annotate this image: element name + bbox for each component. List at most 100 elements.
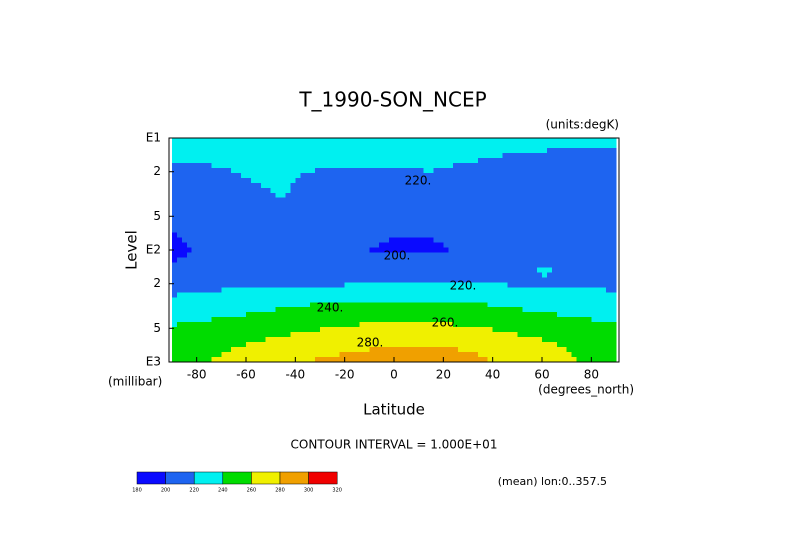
field-cell (576, 197, 583, 204)
field-cell (324, 292, 331, 298)
field-cell (260, 347, 267, 353)
field-cell (502, 167, 509, 174)
field-cell (527, 332, 533, 338)
field-cell (596, 302, 602, 308)
field-cell (260, 237, 267, 244)
field-cell (172, 187, 178, 194)
field-cell (561, 138, 568, 144)
field-cell (413, 277, 420, 283)
field-cell (236, 172, 242, 179)
field-cell (374, 312, 380, 318)
field-cell (231, 167, 237, 174)
field-cell (448, 167, 454, 174)
field-cell (492, 352, 499, 358)
field-cell (556, 202, 563, 209)
field-cell (497, 272, 504, 278)
field-cell (423, 252, 430, 259)
field-cell (537, 302, 543, 308)
field-cell (463, 357, 469, 363)
field-cell (611, 297, 617, 303)
field-cell (596, 337, 602, 343)
field-cell (394, 322, 400, 328)
field-cell (403, 157, 410, 164)
field-cell (231, 257, 237, 264)
field-cell (181, 317, 188, 323)
field-cell (438, 237, 444, 244)
field-cell (226, 332, 232, 338)
field-cell (477, 142, 484, 149)
field-cell (206, 207, 213, 214)
field-cell (487, 182, 494, 189)
field-cell (546, 232, 553, 239)
field-cell (374, 262, 380, 269)
field-cell (468, 292, 474, 298)
field-cell (255, 317, 262, 323)
field-cell (443, 138, 449, 144)
field-cell (216, 302, 222, 308)
field-cell (581, 167, 587, 174)
field-cell (221, 152, 227, 159)
field-cell (586, 342, 592, 348)
field-cell (290, 147, 296, 154)
field-cell (398, 272, 405, 278)
field-cell (226, 147, 232, 154)
field-cell (418, 207, 425, 214)
field-cell (581, 337, 587, 343)
field-cell (255, 347, 262, 353)
field-cell (334, 272, 341, 278)
field-cell (408, 357, 415, 363)
field-cell (315, 138, 321, 144)
field-cell (556, 162, 563, 169)
field-cell (468, 222, 474, 229)
field-cell (394, 192, 400, 199)
field-cell (260, 147, 267, 154)
field-cell (172, 352, 178, 358)
field-cell (502, 357, 509, 363)
field-cell (280, 232, 287, 239)
field-cell (270, 297, 277, 303)
field-cell (211, 212, 217, 219)
field-cell (310, 262, 316, 269)
field-cell (611, 152, 617, 159)
field-cell (492, 312, 499, 318)
field-cell (201, 138, 208, 144)
field-cell (300, 177, 306, 184)
field-cell (260, 247, 267, 254)
field-cell (290, 227, 296, 234)
field-cell (453, 227, 459, 234)
field-cell (354, 207, 361, 214)
field-cell (196, 222, 203, 229)
field-cell (497, 317, 504, 323)
field-cell (176, 192, 183, 199)
field-cell (492, 232, 499, 239)
field-cell (433, 307, 439, 313)
field-cell (172, 142, 178, 149)
field-cell (394, 162, 400, 169)
field-cell (295, 147, 301, 154)
field-cell (448, 237, 454, 244)
field-cell (241, 272, 247, 278)
field-cell (428, 272, 435, 278)
field-cell (305, 152, 311, 159)
field-cell (196, 277, 203, 283)
field-cell (290, 157, 296, 164)
field-cell (211, 202, 217, 209)
field-cell (280, 172, 287, 179)
field-cell (477, 202, 484, 209)
field-cell (468, 147, 474, 154)
field-cell (611, 282, 617, 288)
field-cell (211, 347, 217, 353)
field-cell (369, 352, 375, 358)
field-cell (448, 322, 454, 328)
field-cell (349, 247, 356, 254)
field-cell (231, 322, 237, 328)
field-cell (537, 292, 543, 298)
field-cell (477, 337, 484, 343)
field-cell (507, 182, 513, 189)
field-cell (566, 172, 573, 179)
field-cell (556, 302, 563, 308)
field-cell (349, 227, 356, 234)
field-cell (482, 138, 489, 144)
field-cell (507, 222, 513, 229)
field-cell (438, 262, 444, 269)
